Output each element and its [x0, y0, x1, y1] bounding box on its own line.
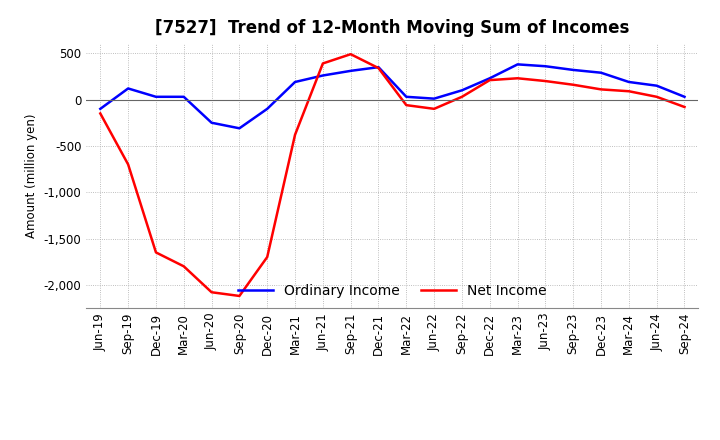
Net Income: [291, 132, 300, 137]
Net Income: [458, 94, 467, 99]
Net Income: [652, 94, 661, 99]
Ordinary Income: [263, 106, 271, 111]
Net Income: [374, 66, 383, 71]
Ordinary Income: [179, 94, 188, 99]
Y-axis label: Amount (million yen): Amount (million yen): [25, 114, 38, 238]
Net Income: [624, 88, 633, 94]
Net Income: [124, 162, 132, 167]
Ordinary Income: [485, 76, 494, 81]
Net Income: [263, 254, 271, 260]
Ordinary Income: [680, 94, 689, 99]
Ordinary Income: [430, 96, 438, 101]
Ordinary Income: [152, 94, 161, 99]
Net Income: [430, 106, 438, 111]
Line: Net Income: Net Income: [100, 54, 685, 296]
Ordinary Income: [124, 86, 132, 91]
Net Income: [541, 78, 550, 84]
Title: [7527]  Trend of 12-Month Moving Sum of Incomes: [7527] Trend of 12-Month Moving Sum of I…: [156, 19, 629, 37]
Net Income: [569, 82, 577, 88]
Net Income: [235, 293, 243, 299]
Ordinary Income: [513, 62, 522, 67]
Net Income: [402, 103, 410, 108]
Ordinary Income: [569, 67, 577, 73]
Ordinary Income: [624, 79, 633, 84]
Ordinary Income: [597, 70, 606, 75]
Net Income: [346, 51, 355, 57]
Ordinary Income: [458, 88, 467, 93]
Ordinary Income: [402, 94, 410, 99]
Ordinary Income: [291, 79, 300, 84]
Ordinary Income: [541, 64, 550, 69]
Net Income: [179, 264, 188, 269]
Net Income: [318, 61, 327, 66]
Line: Ordinary Income: Ordinary Income: [100, 64, 685, 128]
Ordinary Income: [318, 73, 327, 78]
Ordinary Income: [207, 120, 216, 125]
Ordinary Income: [374, 65, 383, 70]
Net Income: [485, 77, 494, 83]
Net Income: [680, 104, 689, 110]
Net Income: [96, 111, 104, 116]
Net Income: [513, 76, 522, 81]
Ordinary Income: [346, 68, 355, 73]
Net Income: [152, 250, 161, 255]
Net Income: [597, 87, 606, 92]
Ordinary Income: [96, 106, 104, 111]
Ordinary Income: [652, 83, 661, 88]
Legend: Ordinary Income, Net Income: Ordinary Income, Net Income: [233, 279, 552, 304]
Ordinary Income: [235, 126, 243, 131]
Net Income: [207, 290, 216, 295]
